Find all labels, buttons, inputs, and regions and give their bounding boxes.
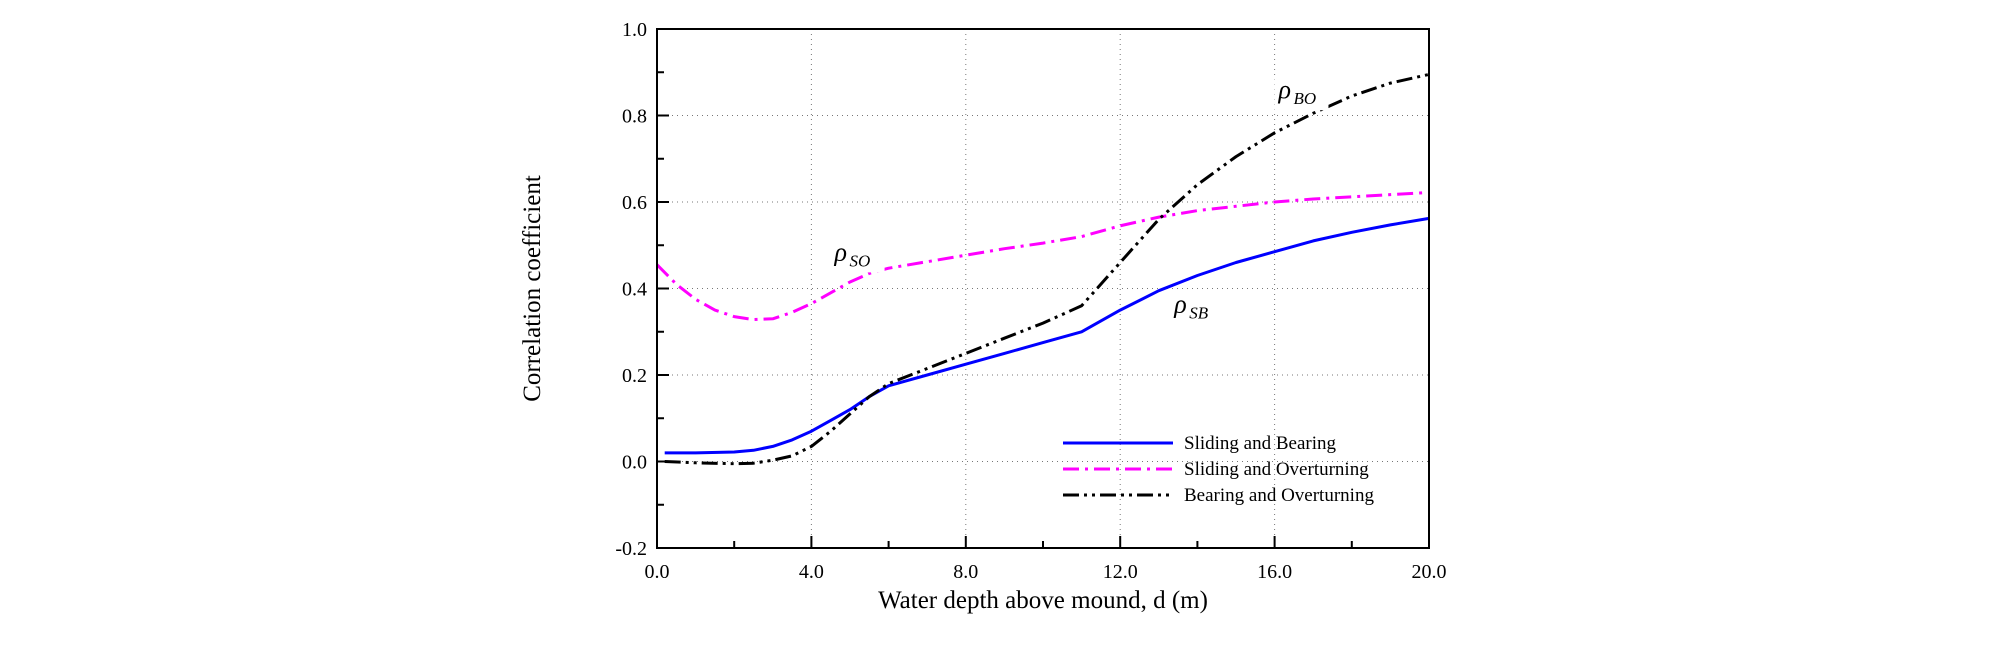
x-tick-label: 0.0 [645,561,670,583]
x-tick-label: 20.0 [1412,561,1447,583]
annotation-background [1274,76,1329,111]
annotation-subscript: SB [1189,303,1209,322]
y-tick-label: -0.2 [615,538,647,560]
y-tick-label: 0.4 [622,279,647,301]
annotation-subscript: SO [850,251,871,270]
annotation-background [830,238,885,273]
legend-label: Bearing and Overturning [1184,485,1374,506]
x-axis-title: Water depth above mound, d (m) [878,587,1208,614]
y-tick-label: 0.0 [622,452,647,474]
y-tick-label: 0.8 [622,106,647,128]
y-axis-title: Correlation coefficient [519,175,546,402]
annotation-label: ρ [1173,289,1186,318]
x-tick-label: 12.0 [1103,561,1138,583]
y-tick-label: 0.2 [622,365,647,387]
annotation-label: ρ [834,237,847,266]
series-line-2 [655,191,1430,322]
legend-label: Sliding and Overturning [1184,459,1369,480]
legend-label: Sliding and Bearing [1184,433,1336,454]
annotation-background [1170,290,1225,325]
series-line-3 [664,72,1430,466]
y-tick-label: 0.6 [622,192,647,214]
x-tick-label: 8.0 [953,561,978,583]
series-line-1 [664,216,1430,455]
annotation-label: ρ [1277,75,1290,104]
annotations: ρ SOρ SBρ BO [830,75,1329,325]
y-tick-label: 1.0 [622,19,647,41]
x-tick-label: 16.0 [1257,561,1292,583]
grid [657,29,1429,548]
annotation-subscript: BO [1293,89,1316,108]
x-tick-label: 4.0 [799,561,824,583]
axis-ticks: 0.0 4.0 8.0 12.0 16.0 20.0-0.20.00.20.40.60.8… [615,19,1446,583]
series-lines [655,72,1430,466]
legend: Sliding and Bearing Sliding and Overturni… [1063,433,1374,506]
